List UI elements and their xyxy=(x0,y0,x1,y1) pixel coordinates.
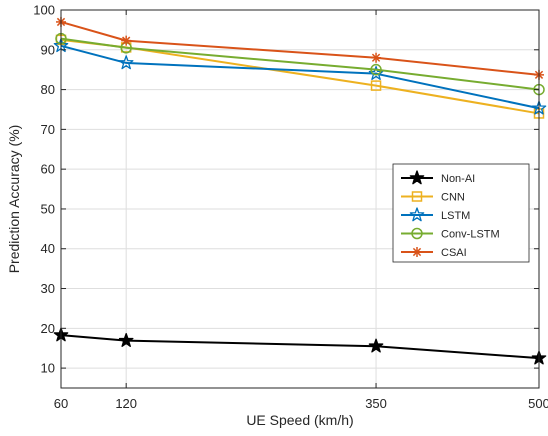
legend-marker xyxy=(411,191,423,202)
series-layer xyxy=(53,16,547,365)
legend-marker xyxy=(409,207,425,222)
plot-frame xyxy=(60,9,540,389)
legend-item-cnn: CNN xyxy=(401,191,465,204)
series-line-non-ai xyxy=(60,334,540,360)
data-point-lstm xyxy=(118,55,134,70)
y-tick-label: 90 xyxy=(41,42,55,57)
data-point-non-ai xyxy=(118,333,134,347)
y-tick-label: 70 xyxy=(41,122,55,137)
y-tick-label: 20 xyxy=(41,321,55,336)
legend-label: LSTM xyxy=(441,210,470,222)
legend-marker xyxy=(409,170,425,185)
y-tick-label: 80 xyxy=(41,82,55,97)
series-line-conv-lstm xyxy=(60,37,540,91)
legend-label: CNN xyxy=(441,192,465,204)
data-point-csai xyxy=(371,52,382,63)
legend-marker xyxy=(412,247,422,257)
legend-item-csai: CSAI xyxy=(401,247,467,259)
y-tick-label: 40 xyxy=(41,241,55,256)
y-tick-label: 30 xyxy=(41,281,55,296)
ticks: 60 120 350 500 10 20 30 40 50 60 70 80 90 100 xyxy=(33,3,548,412)
legend-item-non-ai: Non-AI xyxy=(401,170,475,185)
legend-label: Conv-LSTM xyxy=(441,229,500,241)
x-tick-label: 120 xyxy=(115,396,137,411)
series-line-cnn xyxy=(60,38,540,115)
legend-marker xyxy=(411,227,423,240)
y-tick-label: 50 xyxy=(41,201,55,216)
data-point-cnn xyxy=(370,80,382,91)
y-tick-label: 100 xyxy=(33,3,55,18)
data-point-conv-lstm xyxy=(370,63,382,76)
legend-label: Non-AI xyxy=(441,173,475,185)
data-point-csai xyxy=(121,35,132,46)
legend: Non-AI CNN LSTM Conv-LSTM CSAI xyxy=(392,163,530,263)
data-point-non-ai xyxy=(368,338,384,353)
legend-items: Non-AI CNN LSTM Conv-LSTM CSAI xyxy=(401,170,500,259)
series-line-csai xyxy=(60,20,540,76)
y-axis-label: Prediction Accuracy (%) xyxy=(6,125,22,274)
y-tick-label: 10 xyxy=(41,361,55,376)
x-axis-label: UE Speed (km/h) xyxy=(246,412,353,428)
series-non-ai xyxy=(53,327,547,365)
legend-label: CSAI xyxy=(441,247,467,259)
legend-item-lstm: LSTM xyxy=(401,207,470,222)
series-line-lstm xyxy=(60,44,540,110)
x-tick-label: 500 xyxy=(528,396,548,411)
legend-item-conv-lstm: Conv-LSTM xyxy=(401,227,500,241)
y-tick-label: 60 xyxy=(41,162,55,177)
x-tick-label: 350 xyxy=(365,396,387,411)
x-tick-label: 60 xyxy=(54,396,68,411)
